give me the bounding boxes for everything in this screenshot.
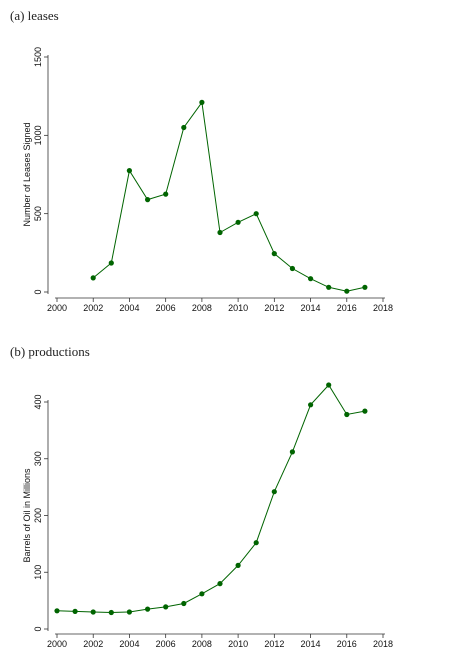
data-point <box>362 408 368 414</box>
x-tick-label: 2010 <box>228 303 248 313</box>
data-point <box>54 608 60 614</box>
data-point <box>362 284 368 290</box>
data-point <box>108 260 114 266</box>
x-tick-label: 2018 <box>373 639 393 649</box>
y-tick-label: 200 <box>33 508 43 523</box>
data-point <box>217 229 223 236</box>
data-point <box>326 382 332 388</box>
data-point <box>72 608 78 614</box>
data-point <box>289 449 295 455</box>
x-tick-label: 2014 <box>301 639 321 649</box>
x-tick-label: 2016 <box>337 303 357 313</box>
data-point <box>145 197 151 203</box>
data-point <box>308 276 314 282</box>
data-point <box>181 124 187 131</box>
y-tick-label: 400 <box>33 394 43 409</box>
x-tick-label: 2008 <box>192 639 212 649</box>
panel-title-leases: (a) leases <box>10 8 59 23</box>
data-point <box>145 606 151 612</box>
x-tick-label: 2006 <box>156 639 176 649</box>
data-point <box>289 265 295 272</box>
y-tick-label: 0 <box>33 626 43 631</box>
x-tick-label: 2016 <box>337 639 357 649</box>
data-point <box>199 99 205 105</box>
x-tick-label: 2008 <box>192 303 212 313</box>
y-axis-title: Number of Leases Signed <box>22 122 32 226</box>
data-point <box>126 168 132 174</box>
x-tick-label: 2018 <box>373 303 393 313</box>
data-point <box>235 562 241 568</box>
y-tick-label: 300 <box>33 451 43 466</box>
y-tick-label: 100 <box>33 565 43 580</box>
y-tick-label: 500 <box>33 206 43 221</box>
data-point <box>199 591 205 597</box>
data-point <box>253 540 259 546</box>
data-point <box>344 411 350 418</box>
data-point <box>108 609 114 616</box>
data-point <box>253 211 259 217</box>
data-point <box>271 251 277 257</box>
x-tick-label: 2000 <box>47 639 67 649</box>
data-point <box>235 219 241 225</box>
x-tick-label: 2010 <box>228 639 248 649</box>
x-tick-label: 2006 <box>156 303 176 313</box>
data-point <box>344 288 350 294</box>
x-tick-label: 2014 <box>301 303 321 313</box>
data-point <box>217 581 223 587</box>
x-tick-label: 2004 <box>119 639 139 649</box>
x-tick-label: 2012 <box>264 639 284 649</box>
y-tick-label: 1000 <box>33 125 43 145</box>
data-point <box>163 191 169 197</box>
leases-chart: 0 500 1000 1500 2000 2002 2004 2006 2008 2010 2012… <box>22 47 393 313</box>
x-tick-label: 2002 <box>83 303 103 313</box>
series-line <box>56 384 365 614</box>
data-point <box>181 600 187 607</box>
y-tick-label: 0 <box>33 289 43 294</box>
series-line <box>92 101 366 292</box>
productions-chart: 0 100 200 300 400 2000 2002 2004 2006 2008 2010 201… <box>22 382 393 649</box>
y-axis-title: Barrels of Oil in Millions <box>22 468 32 563</box>
data-point <box>326 284 332 290</box>
x-tick-label: 2002 <box>83 639 103 649</box>
data-point <box>271 489 277 495</box>
data-point <box>90 275 96 281</box>
x-tick-label: 2012 <box>264 303 284 313</box>
data-point <box>90 609 96 615</box>
data-point <box>308 402 314 408</box>
x-tick-label: 2000 <box>47 303 67 313</box>
data-point <box>126 609 132 615</box>
y-tick-label: 1500 <box>33 47 43 67</box>
panel-title-productions: (b) productions <box>10 344 90 359</box>
data-point <box>163 604 169 610</box>
x-tick-label: 2004 <box>119 303 139 313</box>
